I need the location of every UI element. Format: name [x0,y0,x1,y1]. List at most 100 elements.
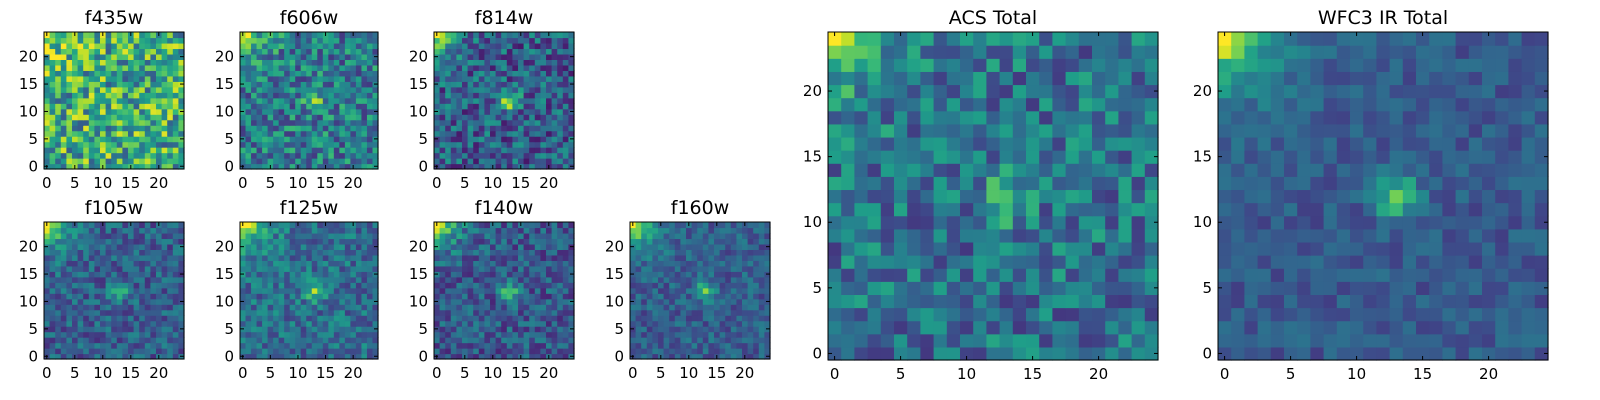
x-tick-label: 5 [266,364,276,382]
heatmap-cell [49,92,56,99]
heatmap-cell [322,249,329,256]
heatmap-cell [156,243,163,250]
heatmap-cell [641,337,648,344]
heatmap-cell [907,202,921,217]
heatmap-cell [518,227,525,234]
heatmap-cell [306,304,313,311]
heatmap-cell [167,315,174,322]
heatmap-cell [161,141,168,148]
heatmap-cell [450,298,457,305]
heatmap-cell [557,243,564,250]
heatmap-cell [83,32,90,39]
heatmap-cell [450,64,457,71]
heatmap-cell [300,108,307,115]
heatmap-cell [1118,176,1133,191]
heatmap-cell [300,136,307,143]
heatmap-cell [1039,176,1053,191]
heatmap-cell [372,86,379,93]
heatmap-cell [725,353,732,360]
heatmap-cell [273,353,280,360]
heatmap-cell [841,307,855,322]
heatmap-cell [434,348,441,355]
heatmap-cell [105,287,112,294]
heatmap-cell [680,309,687,316]
heatmap-cell [490,348,497,355]
heatmap-cell [344,238,351,245]
heatmap-cell [83,130,90,137]
heatmap-cell [77,48,84,55]
heatmap-cell [557,64,564,71]
heatmap-cell [156,92,163,99]
heatmap-cell [506,32,513,39]
heatmap-cell [828,150,842,164]
heatmap-cell [635,320,642,327]
heatmap-cell [366,141,374,148]
heatmap-cell [462,304,469,311]
heatmap-cell [77,59,84,66]
heatmap-cell [714,243,721,250]
heatmap-cell [100,119,107,126]
heatmap-cell [167,293,174,300]
heatmap-cell [1144,163,1159,177]
heatmap-cell [562,287,569,294]
heatmap-cell [742,249,749,256]
heatmap-cell [1105,320,1119,335]
heatmap-cell [1052,228,1067,243]
heatmap-cell [322,81,329,88]
heatmap-cell [122,163,129,170]
heatmap-cell [122,304,129,311]
heatmap-cell [262,222,269,229]
heatmap-cell [450,163,457,170]
heatmap-cell [434,238,441,245]
heatmap-cell [278,238,285,245]
heatmap-cell [333,108,340,115]
heatmap-cell [920,241,935,256]
heatmap-cell [94,260,101,267]
heatmap-cell [445,265,452,272]
heatmap-cell [295,348,302,355]
heatmap-cell [355,125,363,132]
heatmap-cell [267,119,274,126]
heatmap-cell [251,298,258,305]
heatmap-cell [652,276,659,283]
heatmap-cell [372,254,379,261]
heatmap-cell [122,326,129,333]
heatmap-cell [445,48,452,55]
heatmap-cell [658,342,665,349]
heatmap-cell [105,48,112,55]
heatmap-cell [490,125,497,132]
heatmap-cell [366,254,374,261]
heatmap-cell [156,42,163,50]
heatmap-cell [680,271,687,278]
heatmap-cell [355,304,363,311]
heatmap-cell [439,309,446,316]
heatmap-cell [366,64,374,71]
heatmap-cell [534,92,541,99]
heatmap-cell [658,293,665,300]
heatmap-cell [523,353,530,360]
heatmap-cell [77,75,84,82]
heatmap-cell [506,271,513,278]
x-tick-label: 10 [288,174,307,192]
heatmap-cell [350,70,357,77]
heatmap-cell [161,243,168,250]
heatmap-cell [322,337,329,344]
heatmap-cell [641,298,648,305]
heatmap-cell [322,304,329,311]
heatmap-cell [946,163,961,177]
heatmap-cell [83,243,90,250]
heatmap-cell [467,309,474,316]
heatmap-cell [434,48,441,55]
heatmap-cell [328,81,335,88]
heatmap-cell [284,130,291,137]
heatmap-cell [256,320,263,327]
heatmap-cell [462,243,469,250]
heatmap-cell [512,97,519,104]
heatmap-cell [473,75,480,82]
heatmap-cell [478,97,485,104]
heatmap-cell [72,320,79,327]
heatmap-cell [540,232,547,240]
heatmap-cell [1118,228,1133,243]
heatmap-cell [172,32,179,39]
heatmap-cell [630,265,637,272]
